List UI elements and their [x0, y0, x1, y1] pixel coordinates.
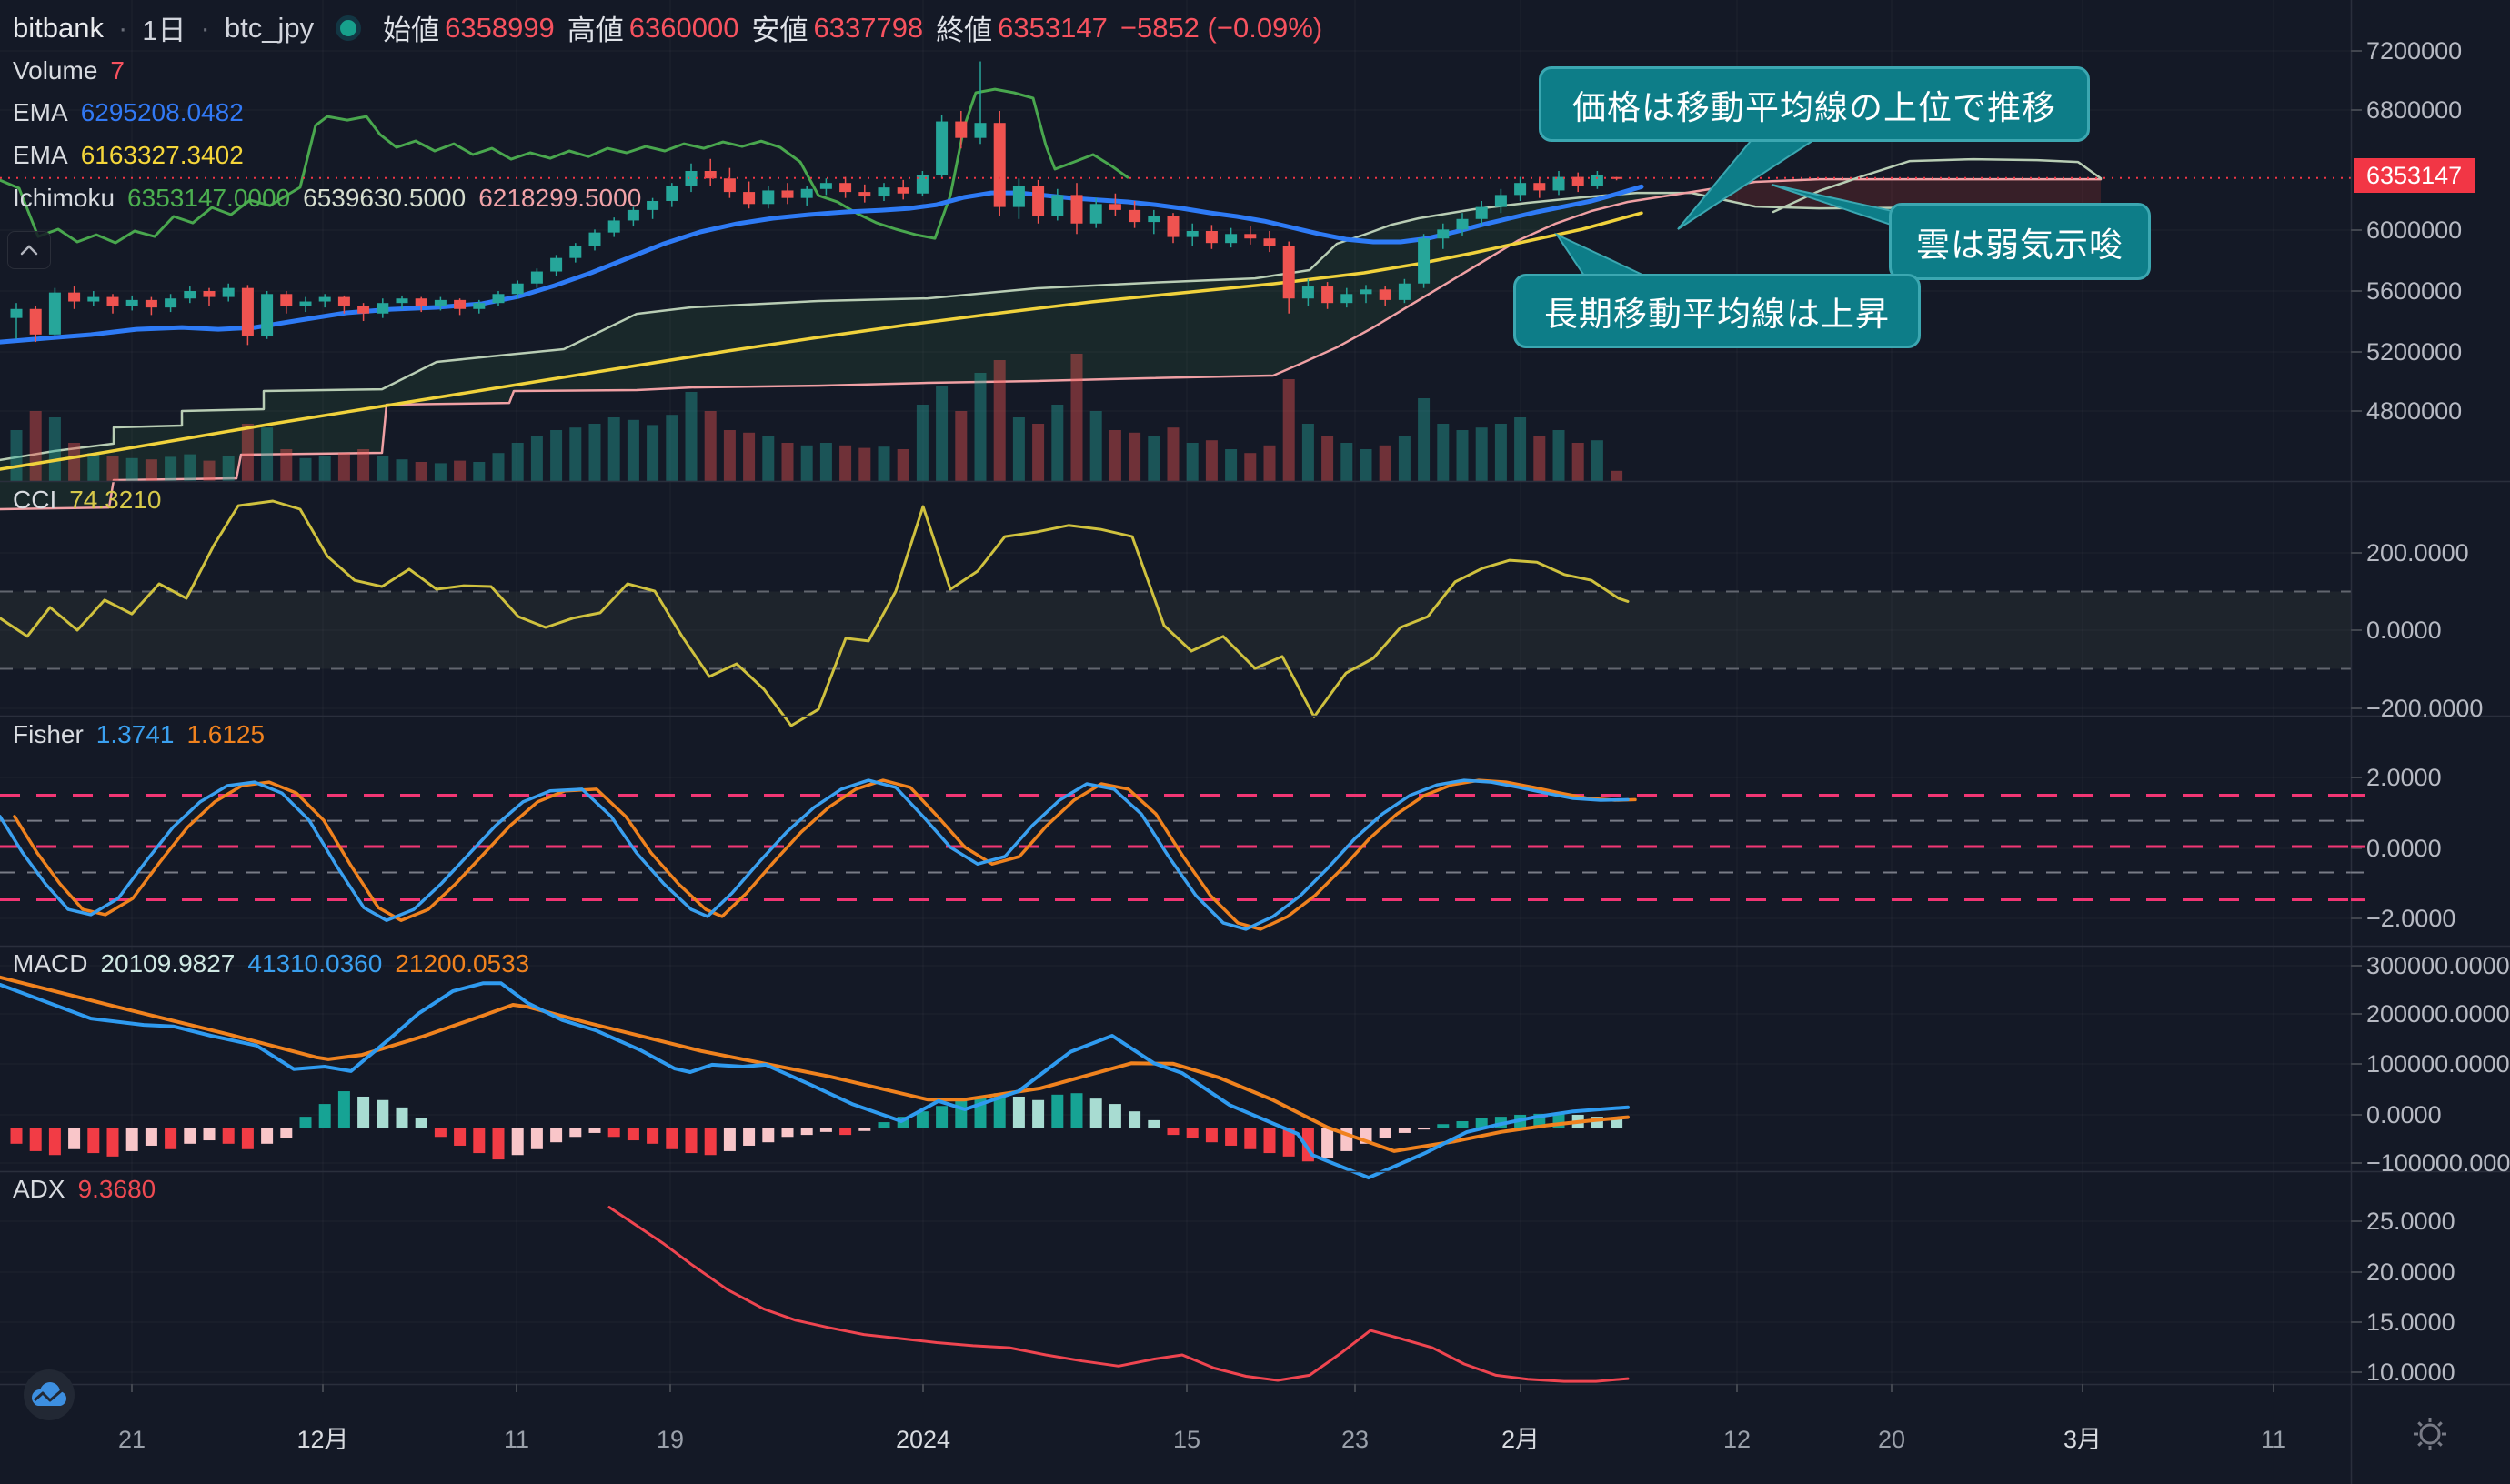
axis-label: 2.0000 [2366, 764, 2442, 791]
axis-label: 0.0000 [2366, 835, 2442, 862]
axis-label: 100000.0000 [2366, 1050, 2510, 1078]
axis-label: 7200000 [2366, 37, 2462, 65]
time-axis-label[interactable]: 12 [1723, 1426, 1751, 1453]
time-axis-label[interactable]: 23 [1341, 1426, 1369, 1453]
time-axis-label[interactable]: 20 [1878, 1426, 1905, 1453]
collapse-panel-button[interactable] [7, 231, 51, 269]
axis-label: 15.0000 [2366, 1309, 2455, 1336]
time-axis-label[interactable]: 2024 [896, 1426, 950, 1453]
axis-label: 300000.0000 [2366, 952, 2510, 979]
axis-label: 6800000 [2366, 96, 2462, 124]
axis-label: 5200000 [2366, 338, 2462, 366]
time-axis-label[interactable]: 15 [1173, 1426, 1200, 1453]
time-axis-label[interactable]: 11 [2261, 1426, 2286, 1453]
annotation-text: 長期移動平均線は上昇 [1544, 296, 1890, 333]
axis-label: 6000000 [2366, 216, 2462, 244]
cloud-chart-icon [32, 1382, 66, 1406]
annotation-text: 価格は移動平均線の上位で推移 [1572, 88, 2056, 126]
time-axis-label[interactable]: 2月 [1501, 1426, 1540, 1453]
axis-label: 5600000 [2366, 277, 2462, 305]
time-axis-label[interactable]: 11 [504, 1426, 529, 1453]
axis-label: 4800000 [2366, 397, 2462, 425]
provider-logo[interactable] [24, 1369, 75, 1420]
axis-label: 10.0000 [2366, 1359, 2455, 1386]
axis-label: −2.0000 [2366, 905, 2455, 932]
axis-label: 25.0000 [2366, 1208, 2455, 1235]
axis-label: 0.0000 [2366, 1101, 2442, 1128]
axis-label: −200.0000 [2366, 695, 2483, 722]
axis-label: −100000.0000 [2366, 1149, 2510, 1177]
annotation-text: 雲は弱気示唆 [1916, 226, 2123, 264]
annotation-bearish-cloud[interactable]: 雲は弱気示唆 [1889, 203, 2151, 280]
time-axis-label[interactable]: 21 [118, 1426, 146, 1453]
axis-label: 200000.0000 [2366, 1000, 2510, 1028]
axis-label: 20.0000 [2366, 1258, 2455, 1286]
axis-label: 200.0000 [2366, 539, 2469, 567]
gear-icon[interactable] [2414, 1418, 2446, 1450]
annotation-price-above-ma[interactable]: 価格は移動平均線の上位で推移 [1539, 66, 2090, 142]
current-price-badge[interactable]: 6353147 [2366, 162, 2462, 189]
time-axis-label[interactable]: 12月 [296, 1426, 348, 1453]
chevron-up-icon [20, 245, 38, 256]
time-axis-label[interactable]: 19 [657, 1426, 684, 1453]
annotation-longterm-ma-rising[interactable]: 長期移動平均線は上昇 [1513, 274, 1921, 348]
time-axis-label[interactable]: 3月 [2063, 1426, 2102, 1453]
axis-label: 0.0000 [2366, 617, 2442, 644]
